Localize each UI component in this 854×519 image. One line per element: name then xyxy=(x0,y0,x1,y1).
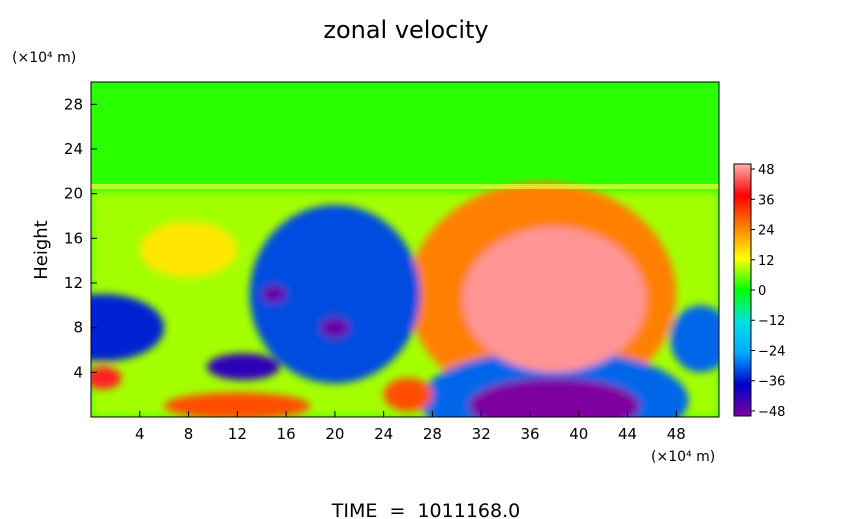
x-unit-label: (×10⁴ m) xyxy=(651,449,715,465)
heatmap-plot-area xyxy=(91,82,719,417)
x-tick-label: 8 xyxy=(184,425,194,443)
heatmap-features xyxy=(91,182,719,417)
heatmap-cell xyxy=(91,294,165,362)
x-tick-label: 28 xyxy=(423,425,442,443)
y-tick-label: 28 xyxy=(64,95,83,113)
time-footer: TIME = 1011168.0 xyxy=(331,500,520,519)
x-tick-label: 44 xyxy=(618,425,637,443)
x-tick-label: 32 xyxy=(472,425,491,443)
x-tick-label: 20 xyxy=(325,425,344,443)
heatmap-cell xyxy=(139,221,238,278)
heatmap-cell xyxy=(206,353,281,381)
y-tick-label: 12 xyxy=(64,274,83,292)
x-tick-label: 36 xyxy=(520,425,539,443)
plot-frame xyxy=(90,81,720,418)
x-tick-label: 40 xyxy=(569,425,588,443)
colorbar-tick-label: −36 xyxy=(758,375,785,390)
heatmap-cell xyxy=(469,377,640,417)
x-axis-ticks: 4 8 12 16 20 24 28 32 36 40 44 48 xyxy=(135,411,686,443)
x-tick-label: 48 xyxy=(667,425,686,443)
colorbar-tick-label: 0 xyxy=(758,284,766,299)
y-tick-label: 8 xyxy=(73,319,83,337)
colorbar-tick-label: 24 xyxy=(758,224,775,239)
colorbar-tick-label: −48 xyxy=(758,405,785,420)
y-tick-label: 24 xyxy=(64,140,83,158)
y-tick-label: 4 xyxy=(73,363,83,381)
colorbar-tick-label: 12 xyxy=(758,254,775,269)
y-axis-label: Height xyxy=(31,220,52,280)
colorbar-tick-label: 36 xyxy=(758,193,775,208)
colorbar-tick-label: −12 xyxy=(758,314,785,329)
y-axis-ticks: 4 8 12 16 20 24 28 xyxy=(64,95,97,381)
x-tick-label: 16 xyxy=(277,425,296,443)
y-tick-label: 20 xyxy=(64,185,83,203)
x-tick-label: 12 xyxy=(228,425,247,443)
heatmap-cell xyxy=(164,392,311,417)
heatmap-cell xyxy=(261,285,287,304)
y-unit-label: (×10⁴ m) xyxy=(12,50,76,66)
x-tick-label: 24 xyxy=(374,425,393,443)
heatmap-cell xyxy=(670,305,719,373)
colorbar-tick-label: 48 xyxy=(758,163,775,178)
heatmap-cell xyxy=(383,377,433,412)
heatmap-cell xyxy=(249,204,421,384)
colorbar-ticks: 48 36 24 12 0 −12 −24 −36 −48 xyxy=(751,163,785,420)
colorbar-tick-label: −24 xyxy=(758,344,785,359)
heatmap-cell xyxy=(320,317,350,338)
x-tick-label: 4 xyxy=(135,425,145,443)
tropopause-band xyxy=(91,184,719,189)
colorbar xyxy=(733,163,752,417)
heatmap-cell xyxy=(462,227,646,373)
y-tick-label: 16 xyxy=(64,229,83,247)
heatmap-cell xyxy=(91,366,122,390)
chart-title: zonal velocity xyxy=(323,16,488,44)
